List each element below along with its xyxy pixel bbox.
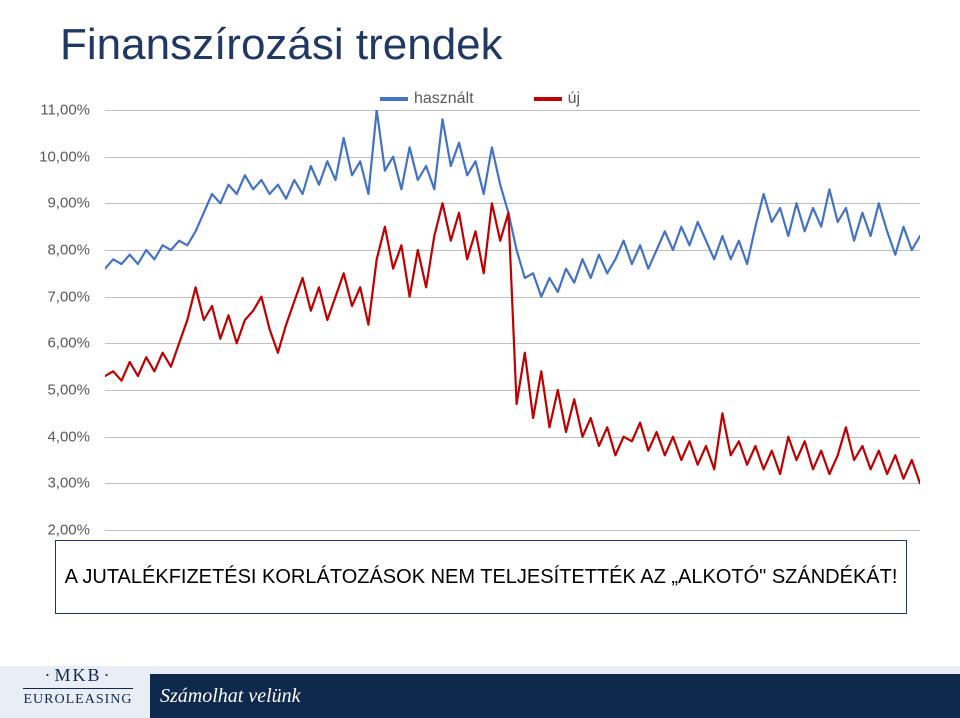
legend-swatch (380, 97, 408, 101)
legend-label: új (568, 90, 580, 107)
y-axis-label: 4,00% (47, 428, 90, 445)
line-chart: használtúj 2,00%3,00%4,00%5,00%6,00%7,00… (40, 90, 920, 530)
footer: MKB EUROLEASING Számolhat velünk (0, 644, 960, 718)
callout-box: A JUTALÉKFIZETÉSI KORLÁTOZÁSOK NEM TELJE… (55, 540, 907, 614)
series-hasznalt (105, 110, 920, 297)
logo-divider (23, 688, 133, 689)
legend-swatch (534, 97, 562, 101)
page-title: Finanszírozási trendek (60, 20, 503, 70)
plot-area (105, 110, 920, 530)
y-axis-label: 5,00% (47, 382, 90, 399)
y-axis-label: 7,00% (47, 288, 90, 305)
footer-bar: Számolhat velünk (150, 674, 960, 718)
footer-tagline: Számolhat velünk (160, 685, 301, 708)
series-uj (105, 203, 920, 483)
gridline (105, 530, 920, 531)
callout-text: A JUTALÉKFIZETÉSI KORLÁTOZÁSOK NEM TELJE… (65, 566, 898, 589)
y-axis-label: 11,00% (40, 102, 90, 119)
y-axis-label: 8,00% (47, 242, 90, 259)
chart-legend: használt új (40, 90, 920, 108)
chart-lines (105, 110, 920, 530)
y-axis-label: 9,00% (47, 195, 90, 212)
legend-label: használt (414, 90, 474, 107)
logo-brand2: EUROLEASING (12, 693, 144, 707)
y-axis-labels: 2,00%3,00%4,00%5,00%6,00%7,00%8,00%9,00%… (40, 110, 100, 530)
slide: Finanszírozási trendek használt új 2,00% 3… (0, 0, 960, 718)
y-axis-label: 3,00% (47, 475, 90, 492)
legend-item: új (534, 90, 580, 108)
legend-item: használt (380, 90, 474, 108)
y-axis-label: 6,00% (47, 335, 90, 352)
logo-brand1: MKB (12, 666, 144, 684)
y-axis-label: 2,00% (47, 522, 90, 539)
footer-logo: MKB EUROLEASING (12, 666, 144, 714)
y-axis-label: 10,00% (39, 148, 90, 165)
